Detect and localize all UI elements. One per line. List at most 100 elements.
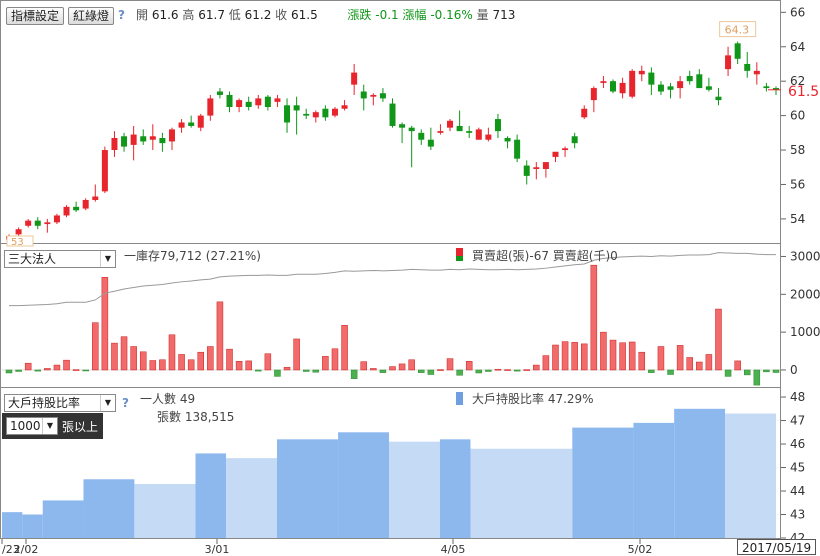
buy-sell-bar	[227, 349, 233, 370]
buy-sell-bar	[217, 302, 223, 370]
candle-body	[562, 148, 568, 150]
buy-sell-bar	[543, 356, 549, 370]
high-value: 61.7	[198, 8, 225, 22]
holder-ratio-step	[134, 484, 195, 538]
candle-body	[620, 83, 626, 93]
inventory-legend: 一庫存79,712 (27.21%)	[124, 249, 261, 263]
candle-body	[639, 71, 645, 74]
holder-tick-label: 43	[790, 508, 805, 522]
holder-ratio-step	[572, 428, 633, 538]
price-tick-label: 54	[790, 212, 805, 226]
candle-body	[188, 123, 194, 126]
holder-help-icon[interactable]: ?	[122, 396, 129, 410]
candle-body	[217, 92, 223, 95]
candle-body	[687, 76, 693, 81]
candle-body	[447, 121, 453, 128]
buy-sell-bar	[246, 361, 252, 370]
price-tick-label: 58	[790, 143, 805, 157]
shares-count-legend: 張數 138,515	[157, 410, 234, 424]
candle-body	[16, 229, 22, 234]
buy-sell-bar	[44, 368, 50, 370]
volume-label: 量	[477, 8, 489, 22]
candle-body	[351, 73, 357, 85]
candle-body	[83, 200, 89, 209]
holder-ratio-step	[338, 432, 389, 538]
buy-sell-bar	[54, 365, 60, 370]
buy-sell-bar	[658, 347, 664, 370]
close-label: 收	[275, 8, 287, 22]
holder-ratio-step	[440, 439, 471, 538]
candle-body	[265, 97, 271, 107]
candle-body	[457, 126, 463, 131]
buy-sell-bar	[370, 368, 376, 370]
holder-ratio-select[interactable]: 大戶持股比率 ▼	[4, 394, 116, 412]
candle-body	[763, 86, 769, 88]
buy-sell-bar	[428, 370, 434, 375]
buy-sell-bar	[64, 360, 70, 370]
candle-body	[658, 85, 664, 92]
buy-sell-bar	[16, 370, 22, 372]
buy-sell-bar	[294, 339, 300, 370]
buy-sell-bar	[572, 342, 578, 370]
help-icon[interactable]: ?	[118, 8, 125, 22]
institutional-select[interactable]: 三大法人 ▼	[4, 250, 116, 268]
holder-ratio-step	[277, 439, 338, 538]
buy-sell-bar	[725, 370, 731, 376]
buy-sell-bar	[610, 340, 616, 370]
high-label: 高	[182, 8, 194, 22]
candle-body	[600, 81, 606, 83]
buy-sell-legend: 買賣超(張)-67 買賣超(千)0	[472, 249, 618, 263]
candle-body	[111, 138, 117, 150]
candle-body	[735, 43, 741, 58]
buy-sell-bar	[457, 370, 463, 375]
candle-body	[524, 166, 530, 176]
buy-sell-bar	[179, 354, 185, 370]
candle-body	[169, 129, 175, 141]
buy-sell-bar	[466, 361, 472, 370]
candle-body	[725, 55, 731, 69]
candle-body	[495, 119, 501, 131]
buy-sell-bar	[159, 360, 165, 370]
candle-body	[552, 152, 558, 157]
chevron-down-icon: ▼	[100, 395, 115, 411]
buy-sell-bar	[303, 370, 309, 372]
candle-body	[207, 98, 213, 115]
holder-ratio-select-value: 大戶持股比率	[8, 396, 80, 410]
candle-body	[35, 221, 41, 226]
indicator-settings-button[interactable]: 指標設定	[6, 7, 64, 25]
buy-sell-bar	[629, 342, 635, 370]
buy-sell-bar	[322, 356, 328, 370]
buy-sell-bar	[342, 325, 348, 370]
candle-body	[150, 136, 156, 139]
inst-tick-label: 0	[790, 363, 798, 377]
candle-body	[303, 114, 309, 116]
candle-body	[361, 92, 367, 99]
buy-sell-bar	[552, 345, 558, 370]
candle-body	[159, 138, 165, 143]
buy-sell-bar	[696, 362, 702, 370]
candle-body	[64, 207, 70, 216]
traffic-light-button[interactable]: 紅綠燈	[68, 7, 114, 25]
buy-sell-bar	[361, 362, 367, 370]
current-date-badge: 2017/05/19	[737, 539, 816, 555]
threshold-unit: 張以上	[62, 420, 98, 434]
buy-sell-bar	[73, 370, 79, 371]
holder-tick-label: 48	[790, 390, 805, 404]
inst-tick-label: 3000	[790, 249, 820, 263]
threshold-select-value: 1000	[10, 419, 41, 433]
holder-tick-label: 44	[790, 484, 805, 498]
price-tick-label: 56	[790, 177, 805, 191]
holder-ratio-step	[2, 512, 22, 538]
holder-ratio-step	[196, 453, 227, 538]
buy-sell-bar	[409, 360, 415, 370]
buy-sell-bar	[380, 370, 386, 373]
candle-body	[581, 109, 587, 118]
price-tick-label: 60	[790, 109, 805, 123]
threshold-select[interactable]: 1000 ▼	[6, 417, 58, 435]
candle-body	[284, 105, 290, 122]
price-tick-label: 64	[790, 40, 805, 54]
change-value: -0.1	[375, 8, 398, 22]
candle-body	[140, 136, 146, 141]
candle-body	[409, 128, 415, 131]
buy-sell-bar	[198, 352, 204, 370]
